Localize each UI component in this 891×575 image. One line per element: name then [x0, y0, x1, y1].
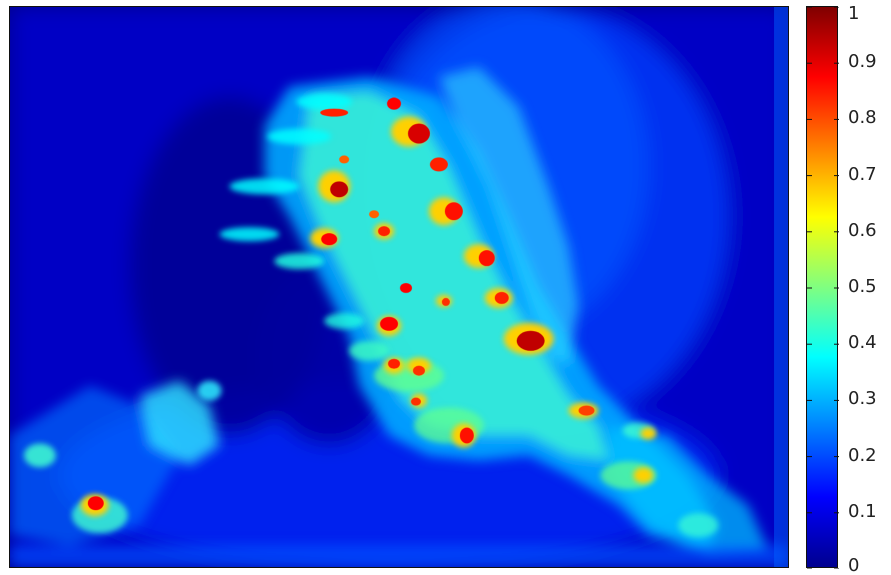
heatmap-plot	[9, 6, 789, 568]
colorbar-tick-label: 0.4	[848, 332, 877, 354]
colorbar-tick-label: 0.7	[848, 163, 877, 185]
colorbar-ticks	[807, 7, 839, 569]
colorbar-tick-label: 0.3	[848, 388, 877, 410]
heatmap-image	[10, 7, 788, 567]
structure-body	[10, 66, 788, 567]
colorbar-tick-label: 0.8	[848, 107, 877, 129]
colorbar-tick-label: 0.9	[848, 51, 877, 73]
colorbar-tick-label: 0	[848, 555, 860, 575]
colorbar-tick-label: 0.1	[848, 500, 877, 522]
colorbar-tick-label: 0.5	[848, 276, 877, 297]
colorbar-tick-label: 1	[848, 3, 860, 24]
colorbar-tick-label: 0.6	[848, 219, 877, 241]
right-edge-strip	[774, 7, 788, 567]
red-cores	[87, 97, 595, 511]
colorbar-tick-label: 0.2	[848, 444, 877, 466]
colorbar	[806, 6, 839, 569]
